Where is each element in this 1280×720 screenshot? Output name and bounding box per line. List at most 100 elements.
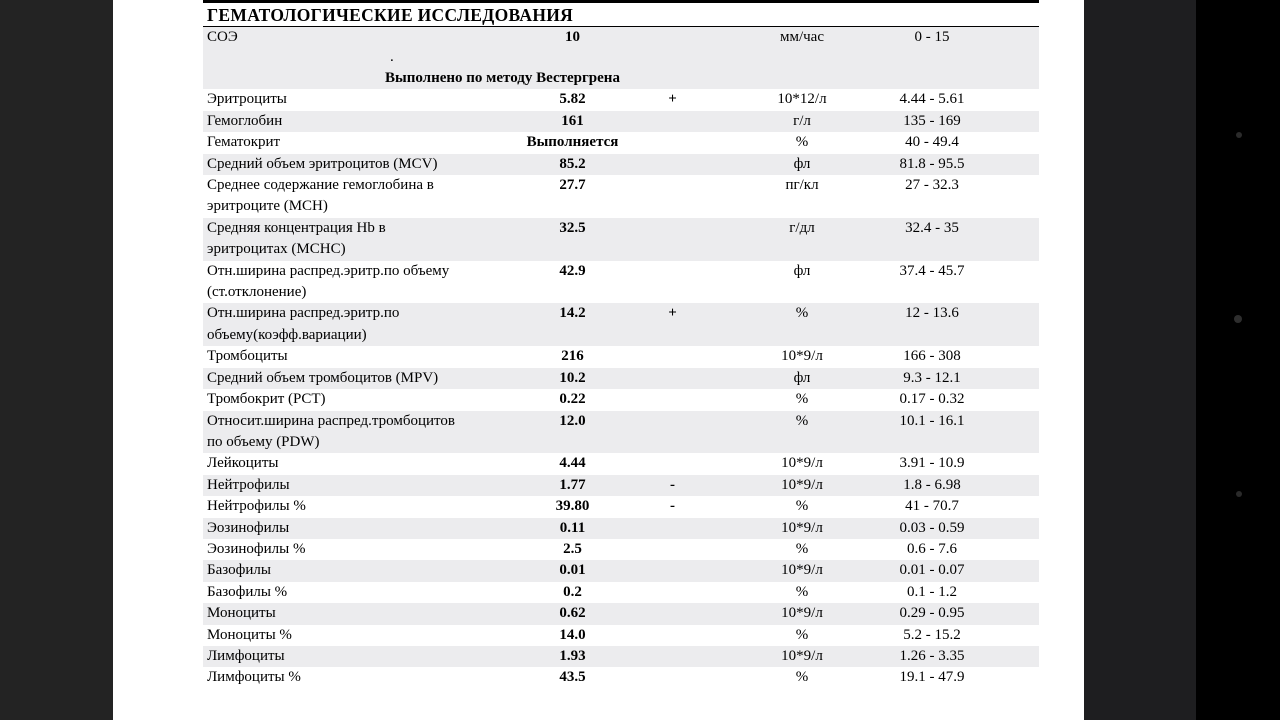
table-row: Моноциты 0.62 10*9/л 0.29 - 0.95 (203, 603, 1039, 625)
unit: 10*9/л (781, 562, 823, 579)
unit: % (795, 498, 809, 515)
analyte-name: Эозинофилы % (207, 540, 306, 557)
unit: 10*9/л (781, 455, 823, 472)
reference-range: 1.26 - 3.35 (899, 647, 965, 664)
result-value: 2.5 (563, 540, 582, 557)
section-title: ГЕМАТОЛОГИЧЕСКИЕ ИССЛЕДОВАНИЯ (207, 5, 574, 25)
result-value: 5.82 (559, 91, 586, 108)
table-row: Тромбокрит (PCT) 0.22 % 0.17 - 0.32 (203, 389, 1039, 410)
result-value: 85.2 (559, 155, 586, 172)
scroll-indicator-dot-icon (1236, 491, 1242, 497)
analyte-name: Гематокрит (207, 134, 281, 151)
table-row: Отн.ширина распред.эритр.по объему(коэфф… (203, 303, 1039, 347)
reference-range: 41 - 70.7 (905, 498, 959, 515)
unit: 10*9/л (781, 519, 823, 536)
unit: 10*12/л (777, 91, 827, 108)
table-row: Средний объем тромбоцитов (MPV) 10.2 фл … (203, 367, 1039, 390)
reference-range: 1.8 - 6.98 (903, 476, 961, 493)
unit: 10*9/л (781, 605, 823, 622)
reference-range: 135 - 169 (903, 112, 961, 129)
unit: г/л (793, 112, 811, 129)
scroll-indicator-dot-icon (1234, 315, 1242, 323)
analyte-name: Среднее содержание гемоглобина в эритроц… (207, 177, 434, 215)
table-row: Нейтрофилы 1.77 - 10*9/л 1.8 - 6.98 (203, 474, 1039, 497)
result-value: 43.5 (559, 669, 586, 686)
reference-range: 0.6 - 7.6 (907, 540, 957, 557)
analyte-name: Нейтрофилы % (207, 498, 306, 515)
reference-range: 3.91 - 10.9 (899, 455, 965, 472)
unit: 10*9/л (781, 476, 823, 493)
reference-range: 0.01 - 0.07 (899, 562, 965, 579)
hematology-results-table: ГЕМАТОЛОГИЧЕСКИЕ ИССЛЕДОВАНИЯ СОЭ 10 мм/… (203, 0, 1039, 689)
result-value: 12.0 (559, 412, 586, 429)
soe-method-note: Выполнено по методу Вестергрена (385, 70, 620, 87)
unit: фл (793, 155, 811, 172)
analyte-name: Относит.ширина распред.тромбоцитов по об… (207, 412, 455, 450)
table-row: Отн.ширина распред.эритр.по объему (ст.о… (203, 261, 1039, 304)
table-row: Относит.ширина распред.тромбоцитов по об… (203, 410, 1039, 454)
result-flag: - (670, 476, 675, 493)
result-value: 1.77 (559, 476, 586, 493)
unit: % (795, 412, 809, 429)
unit: 10*9/л (781, 647, 823, 664)
table-row: Базофилы % 0.2 % 0.1 - 1.2 (203, 582, 1039, 603)
table-row: Эозинофилы % 2.5 % 0.6 - 7.6 (203, 539, 1039, 560)
left-dark-panel (0, 0, 113, 720)
unit: % (795, 134, 809, 151)
result-value: 0.11 (559, 519, 586, 536)
analyte-name: Моноциты (207, 605, 276, 622)
result-value: 10.2 (559, 369, 586, 386)
table-row: Тромбоциты 216 10*9/л 166 - 308 (203, 346, 1039, 367)
unit: % (795, 305, 809, 322)
section-header: ГЕМАТОЛОГИЧЕСКИЕ ИССЛЕДОВАНИЯ (203, 0, 1039, 27)
result-value: 27.7 (559, 177, 586, 194)
unit: % (795, 391, 809, 408)
analyte-name: Базофилы % (207, 583, 288, 600)
unit: пг/кл (785, 177, 819, 194)
result-flag: + (668, 305, 677, 322)
result-value: 0.62 (559, 605, 586, 622)
result-value: 14.2 (559, 305, 586, 322)
result-flag: - (670, 498, 675, 515)
analyte-name: Гемоглобин (207, 112, 283, 129)
table-row: Гемоглобин 161 г/л 135 - 169 (203, 110, 1039, 133)
result-value: 4.44 (559, 455, 586, 472)
result-value: 0.22 (559, 391, 586, 408)
reference-range: 19.1 - 47.9 (899, 669, 965, 686)
analyte-name: Нейтрофилы (207, 476, 290, 493)
table-row: Эозинофилы 0.11 10*9/л 0.03 - 0.59 (203, 517, 1039, 539)
reference-range: 10.1 - 16.1 (899, 412, 965, 429)
reference-range: 12 - 13.6 (905, 305, 959, 322)
right-edge-panel (1196, 0, 1280, 720)
reference-range: 5.2 - 15.2 (903, 626, 961, 643)
analyte-name: СОЭ (207, 29, 238, 45)
document-page: ГЕМАТОЛОГИЧЕСКИЕ ИССЛЕДОВАНИЯ СОЭ 10 мм/… (113, 0, 1084, 720)
analyte-name: Моноциты % (207, 626, 292, 643)
reference-range: 0.1 - 1.2 (907, 583, 957, 600)
unit: фл (793, 369, 811, 386)
result-value: 216 (561, 348, 584, 365)
result-value: 39.80 (555, 498, 590, 515)
unit: фл (793, 262, 811, 279)
result-value: 0.01 (559, 562, 586, 579)
analyte-name: Тромбокрит (PCT) (207, 391, 326, 408)
table-row: Лимфоциты 1.93 10*9/л 1.26 - 3.35 (203, 645, 1039, 668)
reference-range: 166 - 308 (903, 348, 961, 365)
result-value: Выполняется (526, 134, 619, 151)
unit: мм/час (779, 29, 824, 45)
soe-block: СОЭ 10 мм/час 0 - 15 . Выполнено по мето… (203, 27, 1039, 90)
table-row: Гематокрит Выполняется % 40 - 49.4 (203, 132, 1039, 153)
reference-range: 81.8 - 95.5 (899, 155, 965, 172)
soe-dot: . (390, 49, 394, 66)
reference-range: 9.3 - 12.1 (903, 369, 961, 386)
table-row: Базофилы 0.01 10*9/л 0.01 - 0.07 (203, 560, 1039, 582)
result-value: 14.0 (559, 626, 586, 643)
unit: г/дл (789, 219, 815, 236)
analyte-name: Базофилы (207, 562, 271, 579)
reference-range: 4.44 - 5.61 (899, 91, 965, 108)
analyte-name: Лимфоциты % (207, 669, 301, 686)
right-dark-panel (1084, 0, 1196, 720)
scroll-indicator-dot-icon (1236, 132, 1242, 138)
reference-range: 40 - 49.4 (905, 134, 959, 151)
